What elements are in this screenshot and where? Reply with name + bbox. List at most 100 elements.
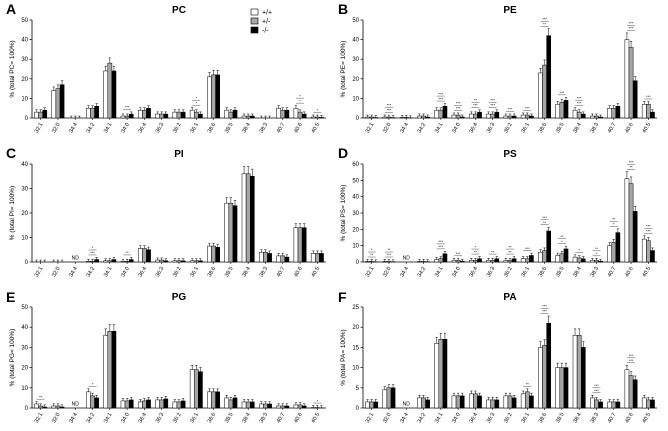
bar--/- xyxy=(94,259,99,263)
x-tick-label: 34:4 xyxy=(68,412,79,424)
legend-label: +/+ xyxy=(262,10,272,17)
x-tick-label: 34:2 xyxy=(86,266,97,278)
bar-+/- xyxy=(280,255,286,263)
bar-+/+ xyxy=(155,259,160,263)
bar-+/- xyxy=(386,116,392,119)
legend-label: -/- xyxy=(262,28,269,35)
significance-marker: * xyxy=(317,398,319,403)
bar-+/+ xyxy=(503,115,509,119)
bar-+/+ xyxy=(189,109,195,119)
x-tick-label: 36:3 xyxy=(486,122,497,134)
x-tick-label: 38:6 xyxy=(538,412,549,424)
bar--/- xyxy=(529,115,534,119)
x-tick-label: 40:5 xyxy=(642,266,653,278)
bar-+/- xyxy=(211,245,216,263)
bar--/- xyxy=(267,253,272,263)
legend: +/+ +/- -/- xyxy=(250,8,272,35)
bar--/- xyxy=(477,395,482,409)
x-tick-label: 36:4 xyxy=(469,412,480,424)
x-tick-label: 32:0 xyxy=(51,412,62,424)
x-tick-label: 38:4 xyxy=(241,266,252,278)
y-tick-label: 40 xyxy=(21,325,28,331)
y-tick-label: 0 xyxy=(356,260,360,266)
y-tick-label: 30 xyxy=(21,57,28,63)
bar-+/+ xyxy=(641,238,647,263)
significance-marker: *** xyxy=(542,304,547,309)
chart-panel-B: B PE % (total PE= 100%) 0 10 20 30 40 50 32:1 32:0… xyxy=(338,1,657,134)
significance-marker: ** xyxy=(126,250,130,255)
bar-+/- xyxy=(90,395,95,409)
x-tick-label: 38:5 xyxy=(555,412,566,424)
x-tick-label: 38:5 xyxy=(224,266,235,278)
significance-marker: *** xyxy=(456,251,461,256)
bar--/- xyxy=(373,401,379,409)
x-tick-label: 40:6 xyxy=(293,122,304,134)
bar--/- xyxy=(425,399,430,409)
bar--/- xyxy=(301,227,307,263)
bar-+/+ xyxy=(434,343,440,409)
bar-+/- xyxy=(369,116,374,119)
x-tick-label: 32:0 xyxy=(51,122,62,134)
significance-marker: *** xyxy=(438,96,443,101)
chart-title: PA xyxy=(503,292,516,303)
bar-+/- xyxy=(421,115,426,119)
bar-+/- xyxy=(507,395,513,409)
chart-title: PS xyxy=(503,149,517,160)
bar-+/- xyxy=(124,115,130,119)
bar-+/- xyxy=(455,260,461,263)
bar-+/+ xyxy=(120,115,126,119)
bar-+/- xyxy=(369,401,374,409)
y-axis-label: % (total PG= 100%) xyxy=(9,329,16,387)
bar-+/- xyxy=(245,401,251,409)
x-tick-label: 34:2 xyxy=(86,122,97,134)
significance-marker: * xyxy=(596,251,598,256)
bar-+/- xyxy=(228,202,234,263)
x-tick-label: 36:3 xyxy=(486,412,497,424)
significance-marker: * xyxy=(561,239,563,244)
significance-marker: *** xyxy=(629,159,634,164)
bar--/- xyxy=(546,322,552,409)
x-tick-label: 40:7 xyxy=(276,122,287,134)
bar-+/+ xyxy=(520,114,526,119)
bar--/- xyxy=(650,250,655,263)
x-tick-label: 38:6 xyxy=(207,412,218,424)
bar-+/+ xyxy=(276,405,281,409)
bar-+/+ xyxy=(382,116,388,119)
bar--/- xyxy=(511,397,517,409)
bar-+/- xyxy=(142,109,147,119)
bar-+/- xyxy=(228,111,234,119)
bar--/- xyxy=(301,405,307,409)
significance-marker: * xyxy=(92,382,94,387)
y-tick-label: 25 xyxy=(352,305,359,311)
bar-+/+ xyxy=(382,389,388,409)
significance-marker: ** xyxy=(543,21,547,26)
bar--/- xyxy=(198,260,203,263)
bar-+/- xyxy=(455,395,461,409)
bar--/- xyxy=(563,367,569,409)
bar--/- xyxy=(598,260,603,263)
bar-+/+ xyxy=(120,400,126,409)
bar-+/- xyxy=(211,74,216,119)
significance-marker: ** xyxy=(474,98,478,103)
significance-marker: *** xyxy=(629,26,634,31)
bar-+/+ xyxy=(503,260,509,263)
x-tick-label: 38:5 xyxy=(555,266,566,278)
x-tick-label: 34:0 xyxy=(451,266,462,278)
y-tick-label: 20 xyxy=(352,325,359,331)
x-tick-label: 32:0 xyxy=(382,412,393,424)
y-axis-label: % (total PE= 100%) xyxy=(340,41,347,98)
bar-+/+ xyxy=(624,178,630,263)
x-tick-label: 38:5 xyxy=(224,412,235,424)
bar--/- xyxy=(598,401,603,409)
bar--/- xyxy=(632,211,638,263)
bar--/- xyxy=(42,109,48,119)
significance-marker: *** xyxy=(387,103,392,108)
chart-panel-D: D PS% (total PS= 100%)010203040506032:1**… xyxy=(338,145,657,278)
legend-swatch xyxy=(250,8,259,16)
y-tick-label: 30 xyxy=(21,187,28,193)
bar-+/- xyxy=(646,240,651,263)
x-tick-label: 36:4 xyxy=(469,122,480,134)
legend-swatch xyxy=(250,26,259,34)
bar--/- xyxy=(442,105,448,119)
bar-+/- xyxy=(473,260,478,263)
